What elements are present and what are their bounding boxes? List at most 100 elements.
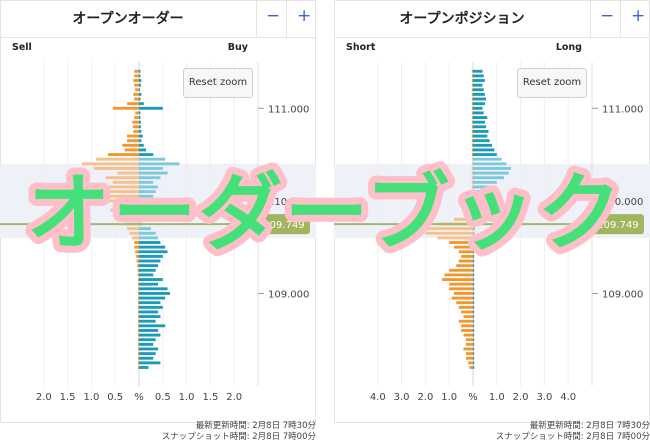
bar-buy [139, 157, 166, 161]
bar-sell [96, 157, 139, 161]
bar-sell [138, 315, 139, 319]
bar-long [473, 143, 493, 147]
x-tick-label: % [134, 392, 144, 403]
x-tick-label: 2.0 [417, 392, 433, 403]
y-tick-label: 109.000 [268, 289, 309, 300]
bar-long [473, 338, 475, 342]
header-divider [256, 0, 257, 38]
x-tick-label: 4.0 [370, 392, 386, 403]
x-tick-label: 1.5 [202, 392, 218, 403]
bar-long [473, 231, 475, 235]
bar-sell [138, 278, 139, 281]
x-tick-label: 4.0 [560, 392, 576, 403]
open-positions-panel: オープンポジション − + Short Long 109.749 111.000 1… [334, 0, 650, 447]
bar-buy [139, 97, 141, 101]
x-tick-label: 1.5 [60, 392, 76, 403]
bar-buy [139, 153, 154, 157]
bar-buy [139, 199, 151, 203]
bar-long [473, 287, 475, 291]
bar-buy [139, 79, 142, 82]
x-tick-label: 3.0 [394, 392, 410, 403]
zoom-out-button[interactable]: − [266, 6, 281, 26]
bar-long [473, 116, 488, 119]
bar-short [471, 125, 473, 129]
bar-short [461, 310, 473, 314]
bar-sell [134, 97, 139, 101]
bar-long [473, 190, 493, 194]
current-price-label: 109.749 [597, 220, 638, 231]
bar-sell [81, 162, 139, 166]
bar-sell [137, 273, 139, 277]
reset-zoom-button[interactable]: Reset zoom [517, 68, 587, 98]
bar-sell [124, 148, 139, 152]
bar-buy [139, 213, 144, 217]
bar-long [473, 162, 507, 166]
zoom-in-button[interactable]: + [297, 6, 312, 26]
zoom-out-button[interactable]: − [600, 6, 615, 26]
bar-buy [139, 324, 166, 328]
bar-long [473, 125, 487, 129]
bar-long [473, 273, 475, 277]
bar-long [473, 268, 475, 272]
bar-short [468, 208, 473, 212]
bar-sell [132, 120, 139, 124]
snapshot-time-text: スナップショット時間: 2月8日 7時00分 [495, 432, 650, 442]
bar-long [473, 291, 475, 295]
bar-sell [138, 342, 139, 346]
bar-buy [139, 278, 163, 281]
bar-buy [139, 231, 156, 235]
bar-long [473, 74, 484, 78]
bar-buy [139, 176, 161, 180]
bar-long [473, 79, 485, 82]
bar-long [473, 301, 475, 305]
bar-short [471, 162, 473, 166]
bar-short [465, 352, 473, 356]
bar-sell [122, 143, 139, 147]
bar-buy [139, 282, 159, 286]
bar-sell [135, 88, 139, 92]
bar-short [471, 148, 473, 152]
bar-buy [139, 129, 142, 133]
reset-zoom-button[interactable]: Reset zoom [183, 68, 253, 98]
bar-buy [139, 250, 168, 254]
bar-buy [139, 125, 141, 129]
bar-short [471, 97, 473, 101]
bar-sell [112, 180, 139, 184]
bar-buy [139, 83, 141, 87]
bar-buy [139, 264, 159, 268]
bar-short [453, 245, 473, 249]
bar-short [471, 69, 473, 73]
bar-buy [139, 273, 154, 277]
bar-sell [112, 204, 139, 207]
bar-short [471, 171, 473, 175]
bar-long [473, 250, 475, 254]
bar-sell [131, 236, 139, 240]
zoom-in-button[interactable]: + [631, 6, 646, 26]
bar-short [471, 180, 473, 184]
bar-sell [135, 111, 139, 115]
bar-short [471, 88, 473, 92]
bar-sell [103, 190, 139, 194]
bar-sell [112, 106, 139, 110]
bar-buy [139, 301, 161, 305]
bar-buy [139, 143, 144, 147]
bar-short [471, 116, 473, 119]
bar-sell [138, 352, 139, 356]
bar-sell [110, 208, 139, 212]
bar-long [473, 227, 475, 231]
bar-sell [134, 74, 139, 78]
bar-long [473, 204, 483, 207]
bar-sell [132, 125, 139, 129]
bar-long [473, 213, 478, 217]
bar-buy [139, 356, 154, 360]
bar-long [473, 352, 475, 356]
bar-buy [139, 185, 159, 189]
bar-short [442, 278, 473, 281]
bar-short [463, 333, 473, 337]
bar-buy [139, 190, 156, 194]
bar-short [471, 102, 473, 106]
bar-short [458, 319, 473, 323]
bar-short [471, 74, 473, 78]
last-updated-text: 最新更新時間: 2月8日 7時30分 [529, 421, 650, 431]
bar-long [473, 236, 475, 240]
